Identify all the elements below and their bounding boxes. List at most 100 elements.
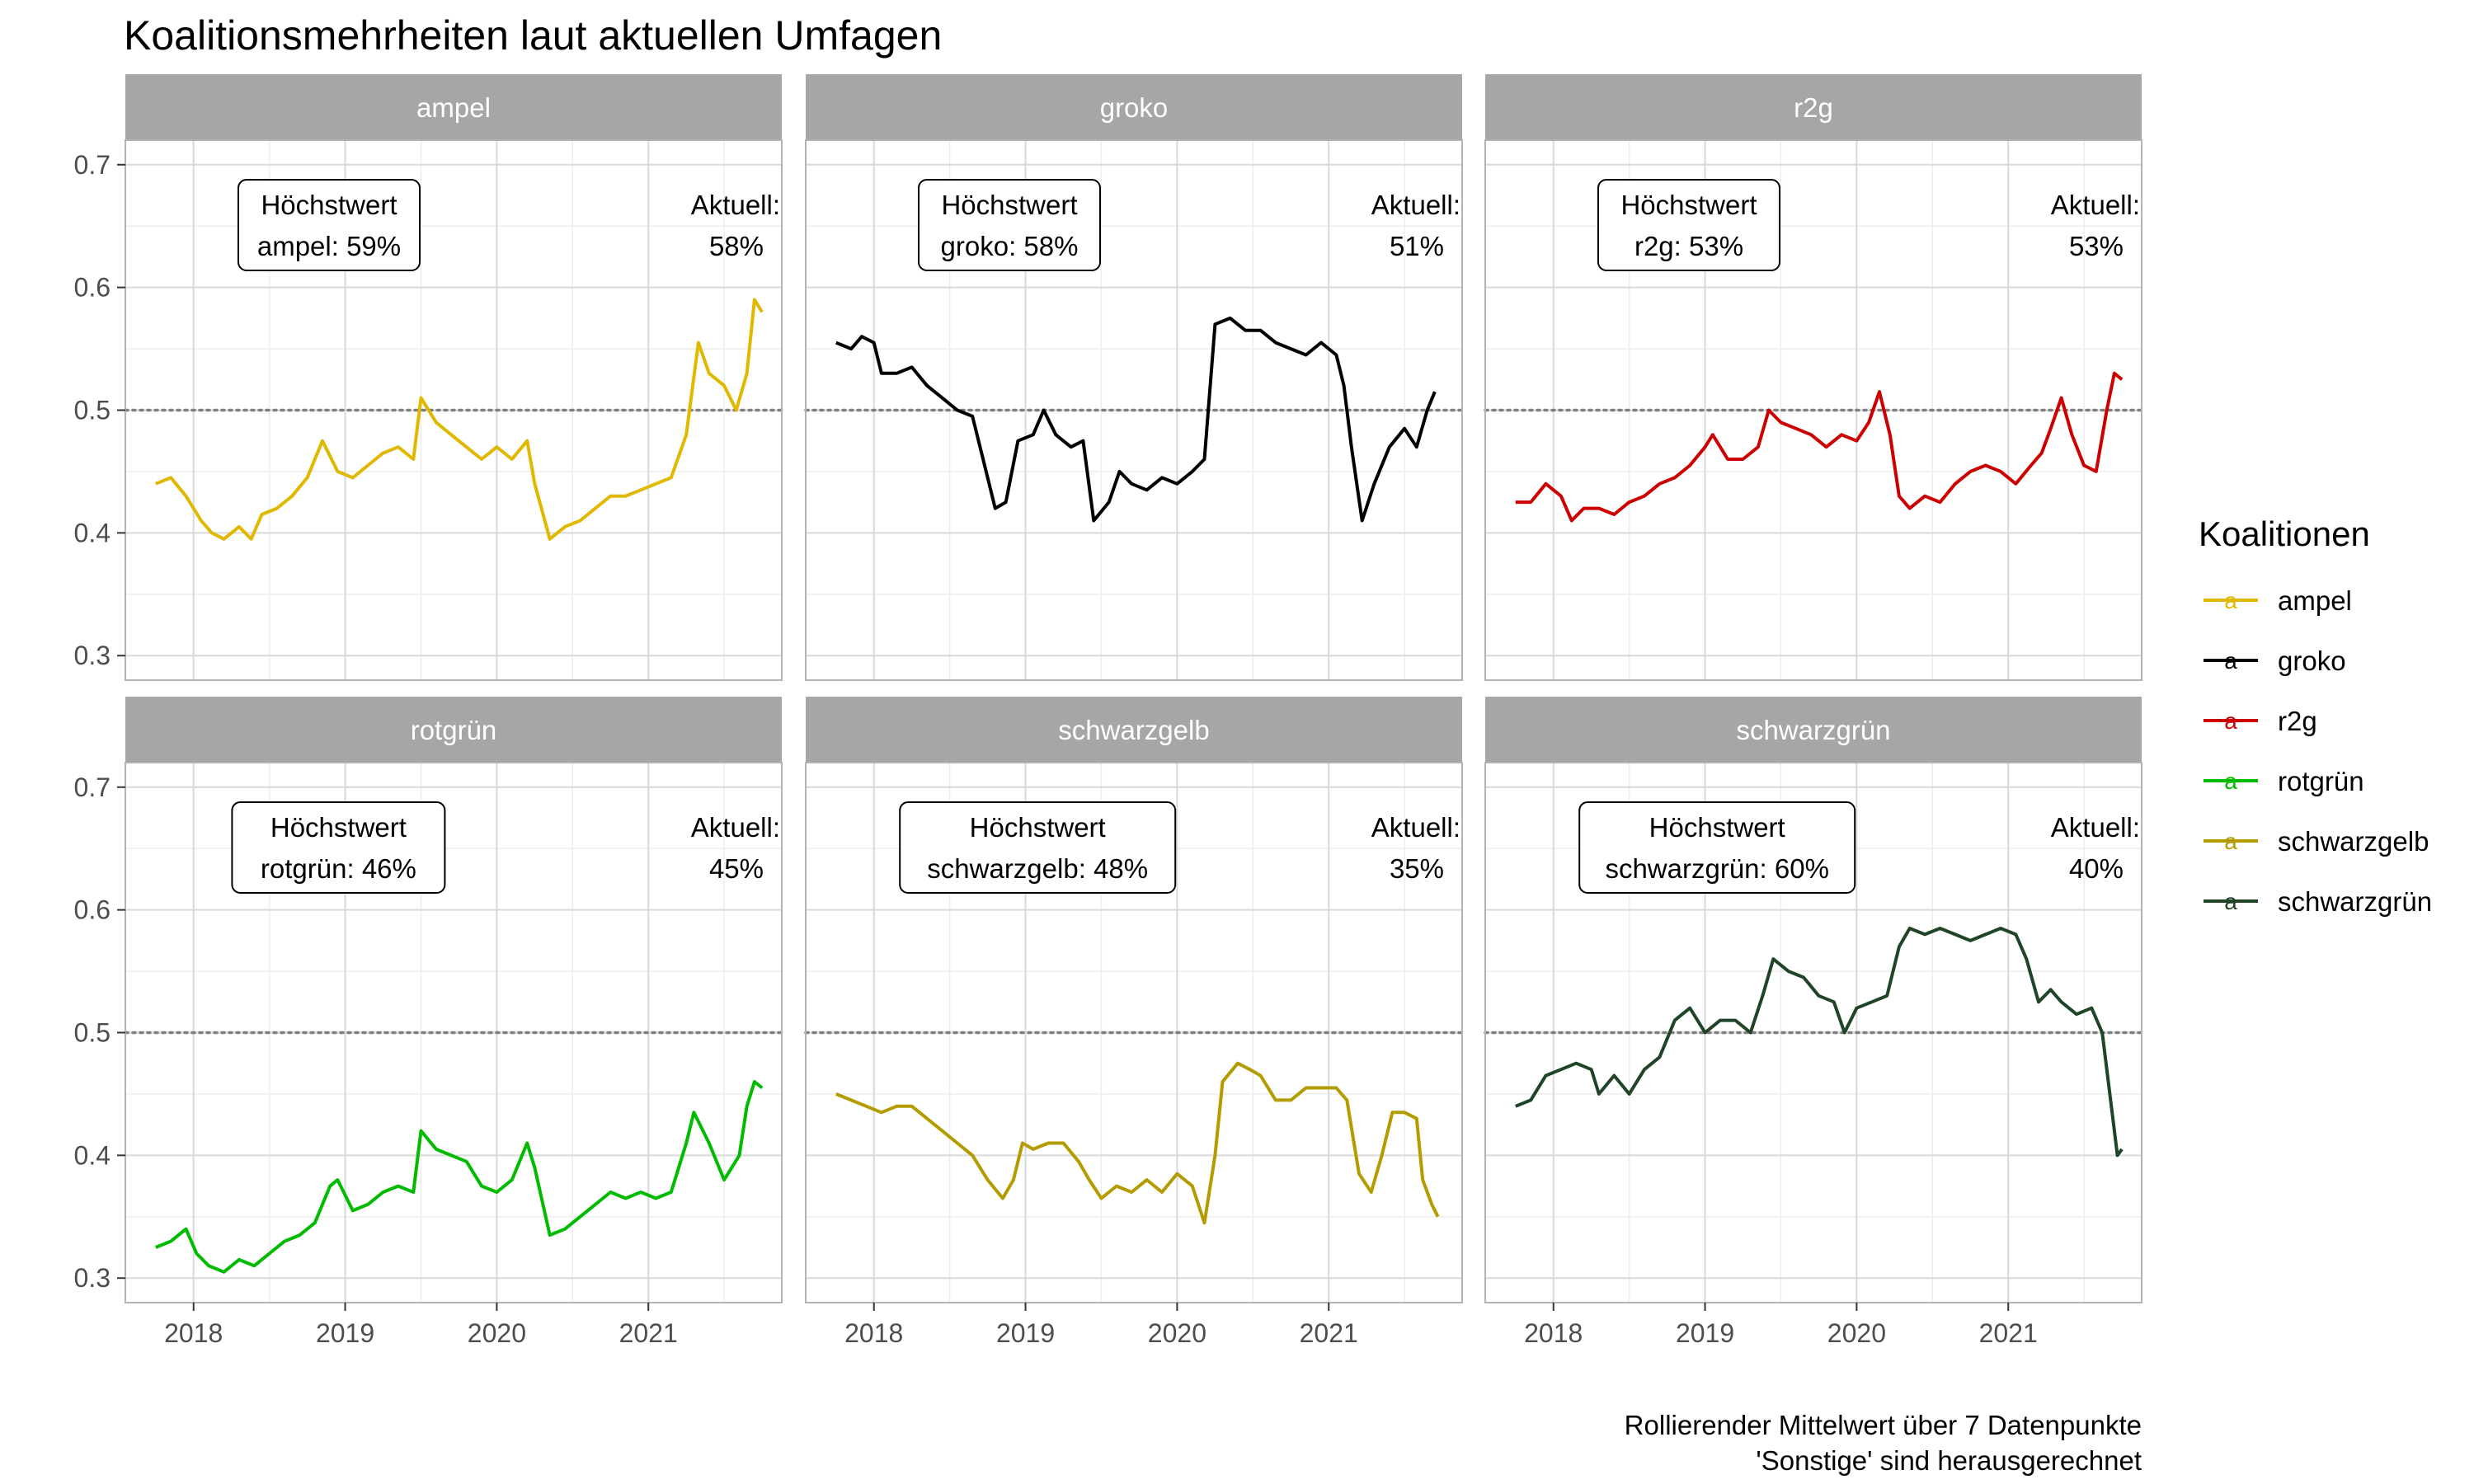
facet-strip — [125, 697, 782, 763]
y-tick-label: 0.6 — [74, 895, 111, 925]
facet-strip — [806, 74, 1462, 140]
legend-key-glyph: a — [2224, 829, 2237, 854]
legend-key-glyph: a — [2224, 588, 2237, 613]
x-tick-label: 2021 — [1979, 1318, 2038, 1348]
x-tick-label: 2018 — [164, 1318, 223, 1348]
max-value-label: r2g: 53% — [1634, 231, 1743, 261]
y-tick-label: 0.3 — [74, 641, 111, 670]
current-label: Aktuell: — [691, 812, 780, 843]
legend: Koalitionen a ampel a groko a r2g a rotgrün a sch… — [2199, 514, 2432, 917]
max-value-label: groko: 58% — [941, 231, 1079, 261]
series-line-ampel — [155, 298, 764, 541]
series-line-rotgrün — [155, 1080, 764, 1274]
facet-strip-label: groko — [1100, 92, 1169, 123]
series-line-groko — [835, 316, 1437, 523]
current-label: Aktuell: — [1371, 190, 1460, 220]
current-label: Aktuell: — [2051, 812, 2140, 843]
x-tick-label: 2019 — [1676, 1318, 1734, 1348]
panel-border — [805, 139, 1463, 681]
chart-title: Koalitionsmehrheiten laut aktuellen Umfa… — [124, 12, 942, 59]
legend-label: ampel — [2278, 585, 2352, 616]
legend-title: Koalitionen — [2199, 514, 2370, 553]
facet-strip-label: ampel — [416, 92, 491, 123]
facet-strip-label: schwarzgrün — [1736, 715, 1890, 745]
legend-item-groko: a groko — [2204, 646, 2346, 676]
legend-label: r2g — [2278, 706, 2317, 736]
facet-strip-label: schwarzgelb — [1058, 715, 1209, 745]
max-value-box — [918, 179, 1101, 271]
facet-panel-schwarzgrün: schwarzgrün Höchstwert schwarzgrün: 60% Akt… — [1484, 697, 2143, 1348]
max-value-label: schwarzgrün: 60% — [1605, 853, 1828, 884]
x-tick-label: 2020 — [1148, 1318, 1206, 1348]
x-tick-label: 2021 — [619, 1318, 678, 1348]
max-value-box — [231, 801, 446, 894]
y-tick-label: 0.5 — [74, 1018, 111, 1048]
facet-strip-label: rotgrün — [411, 715, 497, 745]
y-tick-label: 0.4 — [74, 518, 111, 547]
current-value: 35% — [1390, 853, 1444, 884]
caption-line-1: Rollierender Mittelwert über 7 Datenpunk… — [1625, 1410, 2142, 1440]
legend-key-glyph: a — [2224, 708, 2237, 734]
panel-border — [1484, 762, 2142, 1303]
series-line-schwarzgelb — [835, 1061, 1440, 1225]
legend-key-glyph: a — [2224, 768, 2237, 794]
x-tick-label: 2020 — [468, 1318, 526, 1348]
legend-key-glyph: a — [2224, 889, 2237, 914]
max-value-box — [899, 801, 1177, 894]
current-value: 58% — [709, 231, 764, 261]
facet-panel-schwarzgelb: schwarzgelb Höchstwert schwarzgelb: 48% Akt… — [804, 697, 1464, 1348]
current-label: Aktuell: — [1371, 812, 1460, 843]
legend-item-schwarzgrün: a schwarzgrün — [2204, 886, 2432, 917]
max-value-box — [1597, 179, 1780, 271]
x-tick-label: 2019 — [996, 1318, 1055, 1348]
current-value: 51% — [1390, 231, 1444, 261]
caption-line-2: 'Sonstige' sind herausgerechnet — [1756, 1445, 2142, 1476]
y-tick-label: 0.4 — [74, 1140, 111, 1170]
current-label: Aktuell: — [2051, 190, 2140, 220]
x-tick-label: 2021 — [1300, 1318, 1358, 1348]
x-tick-label: 2018 — [1524, 1318, 1583, 1348]
max-value-label: schwarzgelb: 48% — [927, 853, 1148, 884]
max-value-title: Höchstwert — [1620, 190, 1757, 220]
current-value: 40% — [2069, 853, 2124, 884]
facet-panels: ampel Höchstwert ampel: 59% Aktuell: 58% 0.3 0… — [74, 74, 2143, 1348]
max-value-label: rotgrün: 46% — [261, 853, 416, 884]
current-value: 45% — [709, 853, 764, 884]
legend-label: schwarzgrün — [2278, 886, 2432, 917]
legend-label: groko — [2278, 646, 2346, 676]
y-tick-label: 0.7 — [74, 773, 111, 802]
x-tick-label: 2020 — [1827, 1318, 1886, 1348]
legend-label: rotgrün — [2278, 766, 2364, 796]
legend-item-schwarzgelb: a schwarzgelb — [2204, 826, 2429, 857]
max-value-box — [238, 179, 421, 271]
current-label: Aktuell: — [691, 190, 780, 220]
x-tick-label: 2018 — [844, 1318, 903, 1348]
max-value-box — [1578, 801, 1856, 894]
legend-item-rotgrün: a rotgrün — [2204, 766, 2364, 796]
legend-label: schwarzgelb — [2278, 826, 2429, 857]
facet-panel-r2g: r2g Höchstwert r2g: 53% Aktuell: 53% — [1484, 74, 2143, 681]
legend-item-r2g: a r2g — [2204, 706, 2317, 736]
current-value: 53% — [2069, 231, 2124, 261]
facet-strip — [1485, 697, 2142, 763]
facet-strip — [125, 74, 782, 140]
max-value-label: ampel: 59% — [257, 231, 401, 261]
facet-panel-ampel: ampel Höchstwert ampel: 59% Aktuell: 58% 0.3 0… — [74, 74, 783, 681]
panel-border — [805, 762, 1463, 1303]
max-value-title: Höchstwert — [270, 812, 407, 843]
x-tick-label: 2019 — [316, 1318, 374, 1348]
max-value-title: Höchstwert — [941, 190, 1077, 220]
legend-item-ampel: a ampel — [2204, 585, 2352, 616]
series-line-r2g — [1515, 371, 2124, 523]
facet-strip — [1485, 74, 2142, 140]
max-value-title: Höchstwert — [970, 812, 1106, 843]
y-tick-label: 0.7 — [74, 150, 111, 180]
facet-panel-groko: groko Höchstwert groko: 58% Aktuell: 51% — [804, 74, 1464, 681]
panel-border — [1484, 139, 2142, 681]
max-value-title: Höchstwert — [1649, 812, 1785, 843]
max-value-title: Höchstwert — [261, 190, 397, 220]
facet-panel-rotgrün: rotgrün Höchstwert rotgrün: 46% Aktuell: 45%… — [74, 697, 783, 1348]
y-tick-label: 0.6 — [74, 273, 111, 303]
y-tick-label: 0.5 — [74, 396, 111, 425]
